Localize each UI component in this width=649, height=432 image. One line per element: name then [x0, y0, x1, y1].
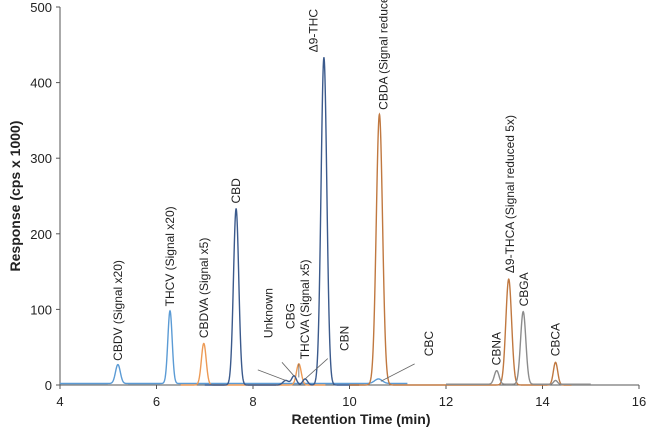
y-axis-title: Response (cps x 1000) [7, 121, 23, 272]
leader-line [304, 358, 329, 380]
series-line-2 [204, 57, 360, 386]
y-tick-label: 500 [30, 0, 52, 15]
peak-label: THCV (Signal x20) [163, 206, 177, 306]
peak-label: Δ9-THCA (Signal reduced 5x) [503, 115, 517, 273]
peak-label: CBD [229, 178, 243, 204]
series-lines [60, 57, 591, 386]
leader-line [281, 362, 295, 377]
series-line-4 [446, 310, 591, 385]
x-tick-label: 8 [249, 394, 256, 409]
y-tick-label: 100 [30, 302, 52, 317]
y-tick-label: 400 [30, 76, 52, 91]
peak-label: CBNA [490, 332, 504, 365]
peak-label: THCVA (Signal x5) [298, 259, 312, 359]
peak-label: CBG [284, 303, 298, 329]
x-tick-label: 10 [342, 394, 356, 409]
x-tick-label: 14 [535, 394, 549, 409]
series-line-0 [60, 309, 408, 385]
peak-labels: CBDV (Signal x20) THCV (Signal x20) CBDVA … [111, 0, 563, 365]
peak-label: CBCA [549, 323, 563, 356]
peak-label: CBDA (Signal reduced 5x) [376, 0, 390, 110]
x-tick-label: 6 [153, 394, 160, 409]
x-tick-label: 12 [439, 394, 453, 409]
y-tick-label: 300 [30, 151, 52, 166]
peak-label: CBDVA (Signal x5) [197, 238, 211, 338]
leader-line [257, 369, 286, 381]
y-tick-label: 200 [30, 227, 52, 242]
peak-label: Unknown [261, 288, 275, 338]
peak-label: CBDV (Signal x20) [111, 260, 125, 361]
peak-label: CBN [338, 326, 352, 351]
series-line-3 [349, 112, 572, 386]
peak-label: CBGA [517, 272, 531, 306]
x-tick-label: 16 [632, 394, 646, 409]
axes: 4 6 8 10 12 14 16 0 100 200 300 400 500 [30, 0, 646, 409]
x-axis-title: Retention Time (min) [292, 411, 431, 427]
x-tick-label: 4 [56, 394, 63, 409]
peak-label: CBC [422, 331, 436, 357]
peak-label: Δ9-THC [306, 9, 320, 53]
leader-line [380, 363, 415, 382]
leader-lines [257, 358, 415, 382]
y-tick-label: 0 [45, 378, 52, 393]
